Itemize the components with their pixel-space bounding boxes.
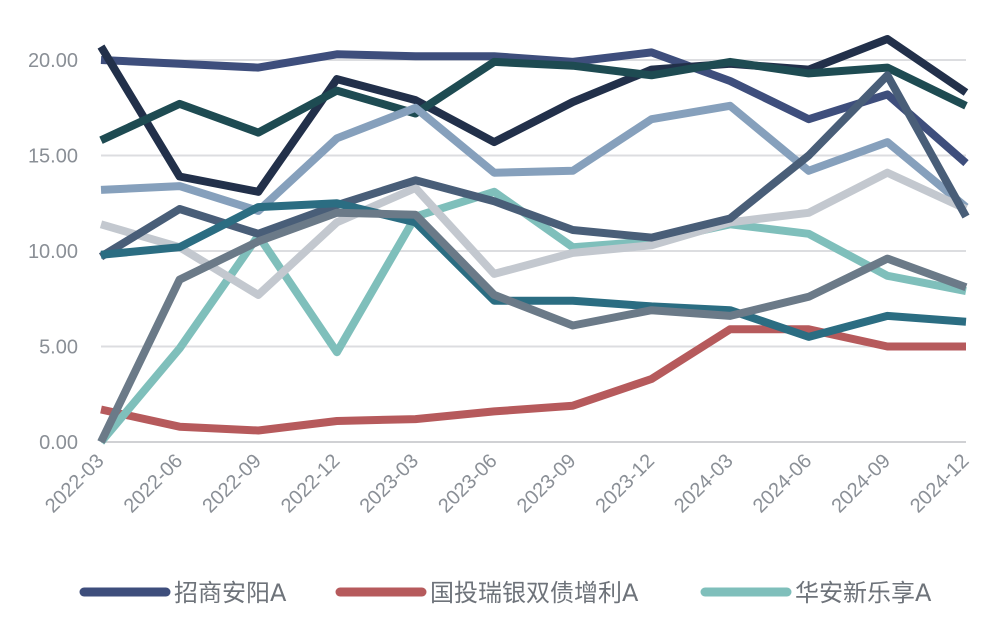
series-line-8 [98,71,970,261]
series-line-9 [100,199,967,341]
x-tick-label: 2023-06 [434,450,501,517]
y-tick-label: 10.00 [28,241,78,263]
x-tick-label: 2024-12 [906,450,973,517]
series-line-3 [97,187,967,445]
legend-label: 华安新乐享A [795,579,932,607]
series-line-1 [100,48,969,167]
legend: 招商安阳A 国投瑞银双债增利A 华安新乐享A [79,579,932,607]
x-tick-label: 2024-03 [670,450,737,517]
y-tick-label: 15.00 [28,146,78,168]
y-tick-label: 20.00 [28,50,78,72]
x-tick-label: 2022-09 [198,450,265,517]
x-tick-label: 2022-03 [41,450,108,517]
series-line-10 [97,208,968,444]
x-tick-label: 2024-09 [827,450,894,517]
x-tick-label: 2023-12 [592,450,659,517]
series-line-2 [100,325,966,435]
series-line-7 [99,168,968,299]
legend-label: 招商安阳A [174,579,287,607]
y-tick-label: 5.00 [39,337,78,359]
x-tick-label: 2022-06 [120,450,187,517]
x-tick-label: 2023-03 [356,450,423,517]
series-line-5 [99,57,968,144]
x-tick-label: 2024-06 [749,450,816,517]
x-tick-label: 2022-12 [277,450,344,517]
x-tick-label: 2023-09 [513,450,580,517]
legend-label: 国投瑞银双债增利A [430,579,639,607]
series-line-6 [100,101,969,215]
y-tick-label: 0.00 [39,432,78,454]
y-axis: 0.00 5.00 10.00 15.00 20.00 [28,50,78,454]
x-axis: 2022-03 2022-06 2022-09 2022-12 2023-03 2023-… [41,450,973,517]
series-lines [97,35,970,445]
series-line-4 [97,35,969,196]
